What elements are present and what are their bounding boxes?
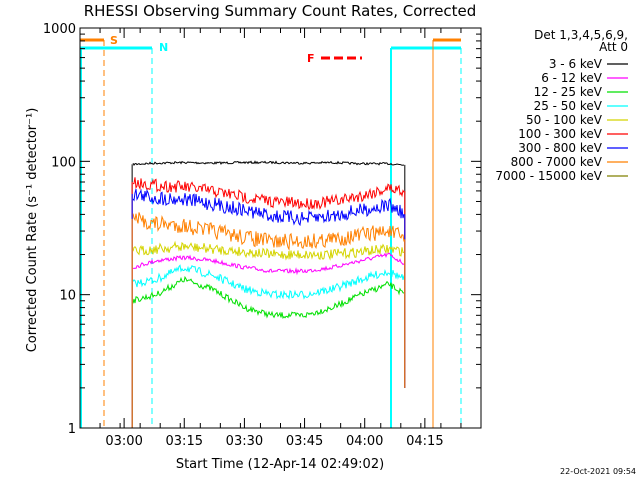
chart-title: RHESSI Observing Summary Count Rates, Co…: [84, 2, 477, 20]
data-series: [131, 160, 406, 428]
x-tick-label: 03:00: [105, 434, 142, 449]
saa-flag-label: S: [110, 34, 118, 47]
night-flag-label: N: [159, 41, 168, 54]
legend-entry-label: 7000 - 15000 keV: [495, 169, 602, 183]
flare-flag-label: F: [307, 52, 315, 65]
plot-frame: [79, 27, 482, 429]
series-2-line: [132, 275, 405, 320]
series-5-line: [132, 177, 405, 211]
y-tick-label: 1: [68, 422, 76, 437]
footer-date: 22-Oct-2021 09:54: [560, 467, 636, 476]
x-tick-label: 03:45: [286, 434, 323, 449]
legend-subheader: Att 0: [599, 40, 628, 54]
x-tick-label: 04:00: [346, 434, 383, 449]
series-2-trend: [132, 280, 405, 316]
flag-overlays: S N F: [80, 34, 462, 428]
y-axis-label: Corrected Count Rate (s⁻¹ detector⁻¹): [25, 108, 40, 353]
legend-header: Det 1,3,4,5,6,9,: [534, 28, 628, 42]
legend-entry-label: 300 - 800 keV: [518, 141, 602, 155]
series-0-line: [132, 160, 404, 167]
y-tick-label: 1000: [43, 22, 76, 37]
series-1-line: [132, 252, 405, 276]
legend-entry-label: 12 - 25 keV: [534, 85, 603, 99]
y-tick-label: 10: [59, 289, 76, 304]
x-axis-label: Start Time (12-Apr-14 02:49:02): [176, 457, 384, 472]
y-tick-label: 100: [51, 155, 76, 170]
legend-entry-label: 50 - 100 keV: [526, 113, 603, 127]
x-tick-label: 03:15: [166, 434, 203, 449]
series-6-line: [132, 188, 405, 227]
x-tick-label: 03:30: [226, 434, 263, 449]
legend-entry-label: 6 - 12 keV: [541, 71, 603, 85]
legend-entry-label: 100 - 300 keV: [518, 127, 602, 141]
legend-entry-label: 25 - 50 keV: [534, 99, 603, 113]
x-tick-label: 04:15: [406, 434, 443, 449]
legend-entry-label: 3 - 6 keV: [549, 57, 603, 71]
series-7-line: [132, 212, 405, 252]
legend-entry-label: 800 - 7000 keV: [511, 155, 603, 169]
axis-ticks: 1 10 100 1000 03:00 03:15 03:30 03:45 04:00 04:15: [43, 22, 482, 449]
series-3-line: [132, 264, 405, 301]
series-4-line: [132, 240, 405, 261]
